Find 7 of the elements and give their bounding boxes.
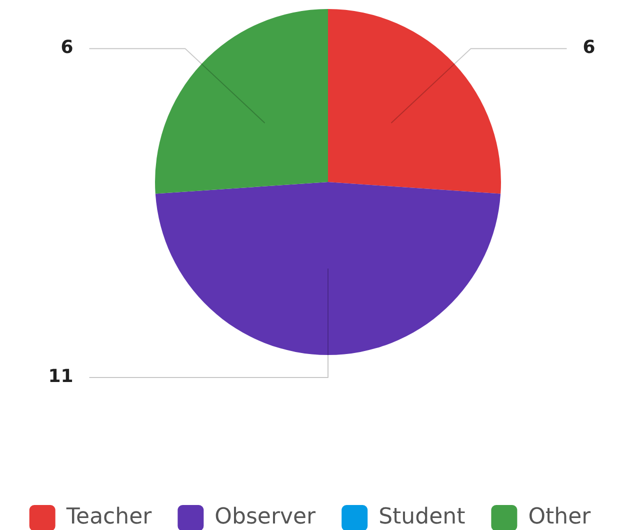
data-label: 11 (48, 366, 74, 388)
legend-label: Student (378, 504, 466, 530)
legend-label: Other (528, 504, 592, 530)
legend-label: Observer (214, 504, 317, 530)
legend-label: Teacher (65, 504, 153, 530)
data-label: 6 (582, 37, 596, 58)
data-label: 6 (60, 37, 74, 58)
